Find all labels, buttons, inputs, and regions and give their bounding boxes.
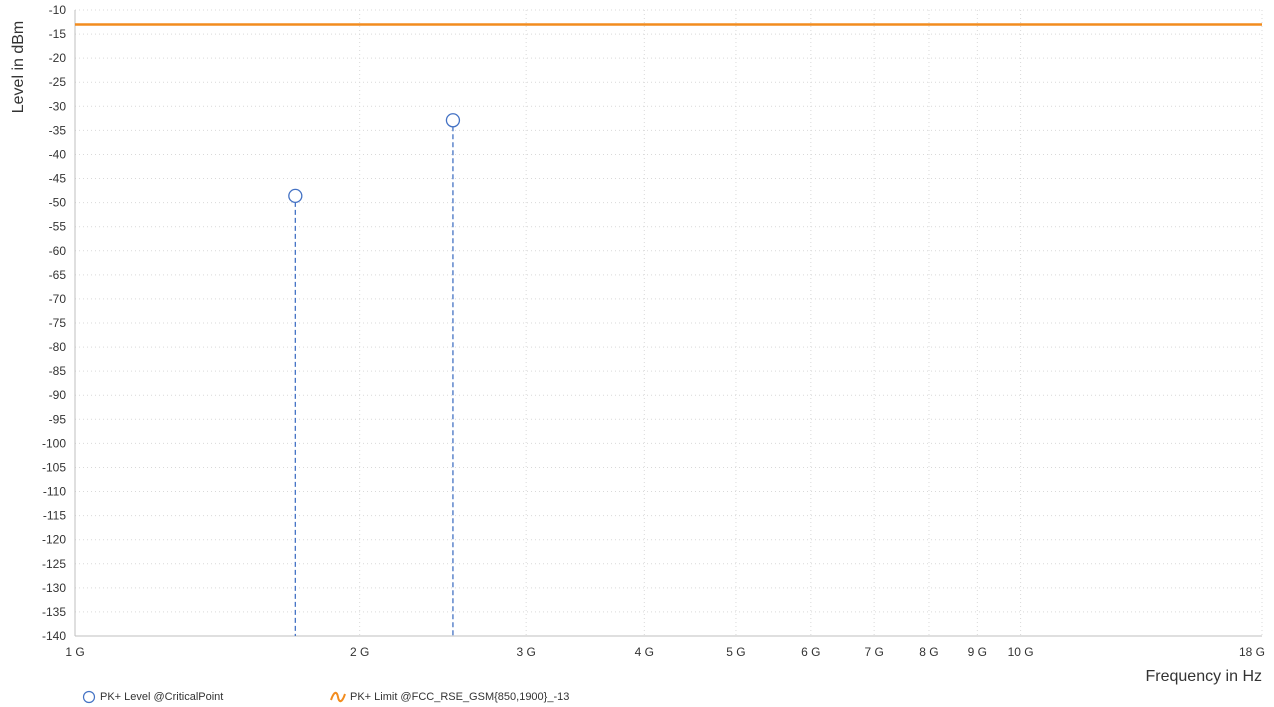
x-tick-label: 10 G bbox=[1008, 645, 1034, 659]
x-tick-label: 2 G bbox=[350, 645, 369, 659]
y-tick-label: -135 bbox=[42, 605, 66, 619]
y-tick-label: -35 bbox=[49, 123, 67, 137]
x-tick-label: 9 G bbox=[968, 645, 987, 659]
x-tick-label: 8 G bbox=[919, 645, 938, 659]
plot-marks bbox=[75, 23, 1262, 636]
x-tick-label: 18 G bbox=[1239, 645, 1265, 659]
x-axis-ticks: 1 G 2 G 3 G 4 G 5 G 6 G 7 G 8 G 9 G 10 G 18 G bbox=[65, 645, 1265, 659]
chart-svg: -10 -15 -20 -25 -30 -35 -40 -45 -50 -55 -60 -65 -70 -… bbox=[10, 3, 1265, 685]
y-tick-label: -120 bbox=[42, 533, 66, 547]
circle-marker-icon bbox=[82, 690, 96, 704]
y-tick-label: -15 bbox=[49, 27, 67, 41]
legend-item-level[interactable]: PK+ Level @CriticalPoint bbox=[82, 690, 223, 704]
y-tick-label: -80 bbox=[49, 340, 67, 354]
y-tick-label: -45 bbox=[49, 172, 67, 186]
y-tick-label: -55 bbox=[49, 220, 67, 234]
x-tick-label: 4 G bbox=[635, 645, 654, 659]
x-tick-label: 7 G bbox=[864, 645, 883, 659]
y-tick-label: -100 bbox=[42, 436, 66, 450]
grid bbox=[74, 9, 1263, 637]
y-tick-label: -140 bbox=[42, 629, 66, 643]
y-tick-label: -60 bbox=[49, 244, 67, 258]
y-tick-label: -65 bbox=[49, 268, 67, 282]
y-tick-label: -40 bbox=[49, 147, 67, 161]
x-tick-label: 5 G bbox=[726, 645, 745, 659]
y-axis-ticks: -10 -15 -20 -25 -30 -35 -40 -45 -50 -55 -60 -65 -70 -… bbox=[42, 3, 66, 643]
x-tick-label: 6 G bbox=[801, 645, 820, 659]
legend-item-limit[interactable]: PK+ Limit @FCC_RSE_GSM{850,1900}_-13 bbox=[330, 690, 569, 704]
x-tick-label: 1 G bbox=[65, 645, 84, 659]
y-tick-label: -125 bbox=[42, 557, 66, 571]
y-tick-label: -30 bbox=[49, 99, 67, 113]
peak-marker bbox=[288, 188, 303, 204]
y-tick-label: -95 bbox=[49, 412, 67, 426]
y-tick-label: -85 bbox=[49, 364, 67, 378]
limit-line-icon bbox=[330, 691, 346, 703]
legend-label-level: PK+ Level @CriticalPoint bbox=[100, 691, 224, 703]
x-tick-label: 3 G bbox=[516, 645, 535, 659]
legend: PK+ Level @CriticalPoint PK+ Limit @FCC_… bbox=[0, 690, 1274, 707]
x-axis-title: Frequency in Hz bbox=[1146, 668, 1263, 685]
peak-marker bbox=[445, 113, 461, 128]
y-tick-label: -20 bbox=[49, 51, 67, 65]
y-tick-label: -130 bbox=[42, 581, 66, 595]
y-tick-label: -110 bbox=[43, 485, 66, 499]
y-tick-label: -90 bbox=[49, 388, 67, 402]
y-tick-label: -25 bbox=[49, 75, 67, 89]
y-tick-label: -75 bbox=[49, 316, 67, 330]
y-tick-label: -115 bbox=[43, 509, 66, 523]
legend-label-limit: PK+ Limit @FCC_RSE_GSM{850,1900}_-13 bbox=[350, 691, 570, 703]
y-tick-label: -50 bbox=[49, 196, 67, 210]
y-tick-label: -70 bbox=[49, 292, 67, 306]
y-tick-label: -105 bbox=[42, 460, 66, 474]
y-tick-label: -10 bbox=[49, 3, 67, 17]
y-axis-title: Level in dBm bbox=[10, 21, 27, 114]
